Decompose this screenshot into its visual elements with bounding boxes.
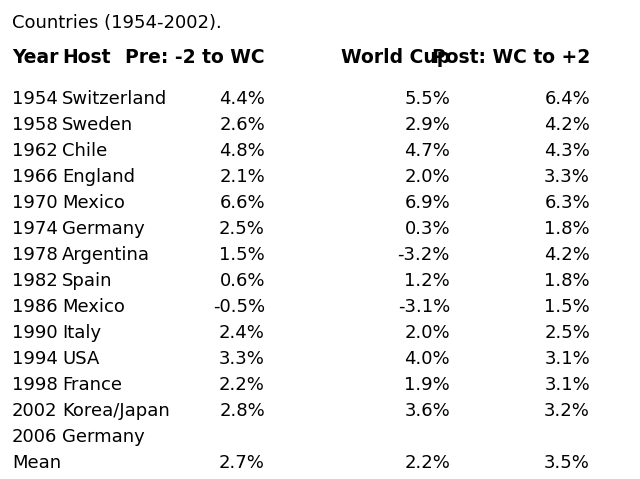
- Text: 2.2%: 2.2%: [219, 376, 265, 394]
- Text: 2.1%: 2.1%: [220, 168, 265, 186]
- Text: 2.9%: 2.9%: [404, 116, 450, 134]
- Text: 1.9%: 1.9%: [404, 376, 450, 394]
- Text: 2.5%: 2.5%: [219, 220, 265, 238]
- Text: 1970: 1970: [12, 194, 58, 212]
- Text: 1990: 1990: [12, 324, 58, 342]
- Text: 2.0%: 2.0%: [404, 324, 450, 342]
- Text: 6.9%: 6.9%: [404, 194, 450, 212]
- Text: 1.8%: 1.8%: [545, 220, 590, 238]
- Text: Switzerland: Switzerland: [62, 90, 167, 108]
- Text: 1978: 1978: [12, 246, 58, 264]
- Text: Mexico: Mexico: [62, 194, 125, 212]
- Text: 3.2%: 3.2%: [544, 402, 590, 420]
- Text: Mexico: Mexico: [62, 298, 125, 316]
- Text: 2.8%: 2.8%: [220, 402, 265, 420]
- Text: Post: WC to +2: Post: WC to +2: [432, 48, 590, 67]
- Text: Mean: Mean: [12, 454, 61, 472]
- Text: 1.5%: 1.5%: [220, 246, 265, 264]
- Text: 2.2%: 2.2%: [404, 454, 450, 472]
- Text: 4.7%: 4.7%: [404, 142, 450, 160]
- Text: Host: Host: [62, 48, 111, 67]
- Text: 1962: 1962: [12, 142, 58, 160]
- Text: 3.1%: 3.1%: [544, 376, 590, 394]
- Text: -3.2%: -3.2%: [397, 246, 450, 264]
- Text: -3.1%: -3.1%: [397, 298, 450, 316]
- Text: Pre: -2 to WC: Pre: -2 to WC: [125, 48, 265, 67]
- Text: 4.2%: 4.2%: [544, 116, 590, 134]
- Text: 1.2%: 1.2%: [404, 272, 450, 290]
- Text: Countries (1954-2002).: Countries (1954-2002).: [12, 14, 221, 32]
- Text: Sweden: Sweden: [62, 116, 133, 134]
- Text: 3.6%: 3.6%: [404, 402, 450, 420]
- Text: 6.3%: 6.3%: [544, 194, 590, 212]
- Text: 1986: 1986: [12, 298, 58, 316]
- Text: France: France: [62, 376, 122, 394]
- Text: 6.6%: 6.6%: [220, 194, 265, 212]
- Text: 0.6%: 0.6%: [220, 272, 265, 290]
- Text: Germany: Germany: [62, 220, 145, 238]
- Text: 1966: 1966: [12, 168, 58, 186]
- Text: 3.3%: 3.3%: [544, 168, 590, 186]
- Text: Year: Year: [12, 48, 58, 67]
- Text: 4.2%: 4.2%: [544, 246, 590, 264]
- Text: -0.5%: -0.5%: [213, 298, 265, 316]
- Text: 2.7%: 2.7%: [219, 454, 265, 472]
- Text: 4.4%: 4.4%: [219, 90, 265, 108]
- Text: 1.8%: 1.8%: [545, 272, 590, 290]
- Text: 2006: 2006: [12, 428, 58, 446]
- Text: 6.4%: 6.4%: [544, 90, 590, 108]
- Text: 2.5%: 2.5%: [544, 324, 590, 342]
- Text: 0.3%: 0.3%: [404, 220, 450, 238]
- Text: USA: USA: [62, 350, 99, 368]
- Text: Korea/Japan: Korea/Japan: [62, 402, 170, 420]
- Text: England: England: [62, 168, 135, 186]
- Text: 1.5%: 1.5%: [544, 298, 590, 316]
- Text: Spain: Spain: [62, 272, 113, 290]
- Text: 4.0%: 4.0%: [404, 350, 450, 368]
- Text: 2.4%: 2.4%: [219, 324, 265, 342]
- Text: 2.6%: 2.6%: [220, 116, 265, 134]
- Text: 1994: 1994: [12, 350, 58, 368]
- Text: World Cup: World Cup: [340, 48, 450, 67]
- Text: Italy: Italy: [62, 324, 101, 342]
- Text: 1954: 1954: [12, 90, 58, 108]
- Text: 4.8%: 4.8%: [220, 142, 265, 160]
- Text: 5.5%: 5.5%: [404, 90, 450, 108]
- Text: 1958: 1958: [12, 116, 58, 134]
- Text: Germany: Germany: [62, 428, 145, 446]
- Text: Chile: Chile: [62, 142, 108, 160]
- Text: 1974: 1974: [12, 220, 58, 238]
- Text: 3.3%: 3.3%: [219, 350, 265, 368]
- Text: 3.5%: 3.5%: [544, 454, 590, 472]
- Text: 4.3%: 4.3%: [544, 142, 590, 160]
- Text: 1982: 1982: [12, 272, 58, 290]
- Text: 2002: 2002: [12, 402, 58, 420]
- Text: 1998: 1998: [12, 376, 58, 394]
- Text: 3.1%: 3.1%: [544, 350, 590, 368]
- Text: 2.0%: 2.0%: [404, 168, 450, 186]
- Text: Argentina: Argentina: [62, 246, 150, 264]
